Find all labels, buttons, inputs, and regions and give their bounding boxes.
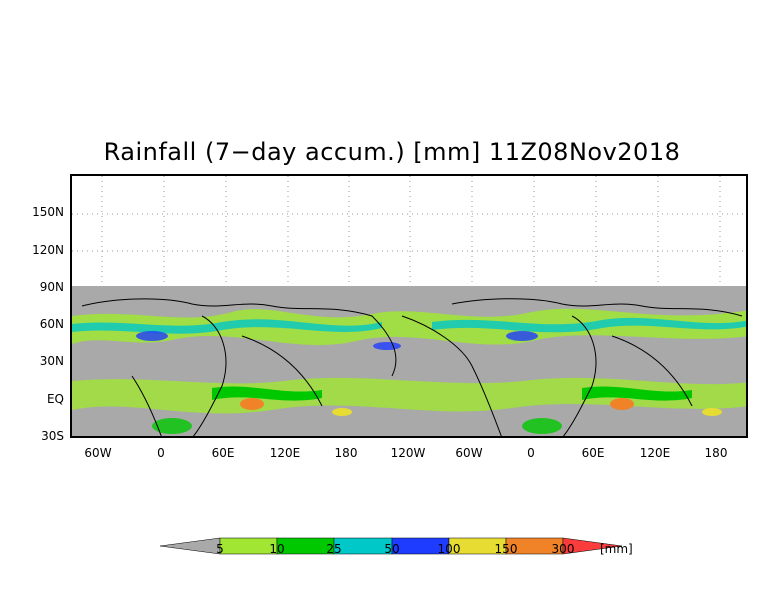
x-tick-label: 0: [157, 446, 165, 460]
y-tick-label: 30N: [39, 354, 64, 368]
y-tick-label: 150N: [32, 205, 64, 219]
y-tick-label: 120N: [32, 243, 64, 257]
legend-unit: [mm]: [600, 542, 633, 556]
y-tick-label: EQ: [46, 392, 64, 406]
map-title: Rainfall (7−day accum.) [mm] 11Z08Nov201…: [103, 138, 681, 166]
rainfall-map-canvas: [72, 176, 746, 436]
no-data-region: [72, 286, 746, 436]
x-tick-label: 120E: [269, 446, 301, 460]
legend-label: 5: [216, 542, 224, 556]
y-tick-label: 60N: [39, 317, 64, 331]
y-tick-label: 30S: [41, 429, 64, 443]
x-tick-label: 120W: [390, 446, 426, 460]
legend-label: 10: [269, 542, 285, 556]
rainfall-map: [70, 174, 748, 438]
map-gridlines: [72, 176, 746, 286]
y-tick-label: 90N: [39, 280, 64, 294]
color-legend: [160, 537, 623, 555]
legend-swatch-above-300: [562, 537, 623, 555]
x-tick-label: 120E: [639, 446, 671, 460]
rainfall-bands: [72, 308, 746, 434]
legend-label: 50: [384, 542, 400, 556]
legend-label: 25: [326, 542, 342, 556]
x-tick-label: 0: [527, 446, 535, 460]
coastlines: [81, 298, 743, 436]
legend-label: 100: [437, 542, 461, 556]
x-tick-label: 180: [704, 446, 728, 460]
legend-label: 150: [494, 542, 518, 556]
x-tick-label: 180: [334, 446, 358, 460]
legend-label: 300: [551, 542, 575, 556]
x-tick-label: 60E: [211, 446, 235, 460]
x-tick-label: 60W: [84, 446, 112, 460]
x-tick-label: 60W: [455, 446, 483, 460]
x-tick-label: 60E: [581, 446, 605, 460]
